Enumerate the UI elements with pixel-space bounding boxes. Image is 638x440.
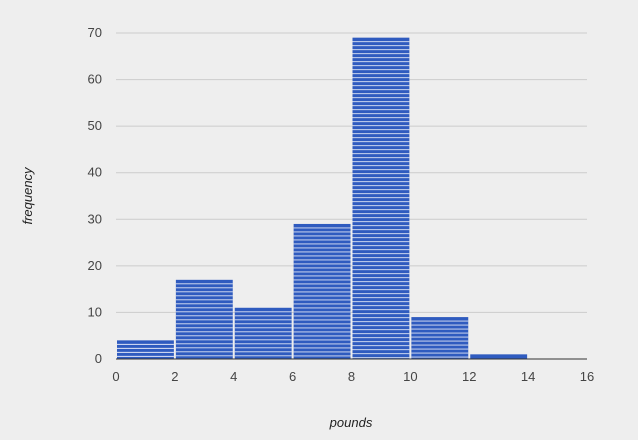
- y-tick-label: 20: [88, 258, 102, 273]
- x-tick-label: 14: [521, 369, 535, 384]
- gridlines: [116, 32, 587, 313]
- bars: [117, 37, 528, 360]
- y-axis-title: frequency: [20, 166, 35, 225]
- histogram-bar: [470, 354, 528, 359]
- x-axis-title: pounds: [329, 415, 373, 430]
- histogram-bar: [234, 307, 292, 359]
- y-tick-label: 30: [88, 211, 102, 226]
- x-tick-label: 2: [171, 369, 178, 384]
- bar-fill: [234, 307, 292, 359]
- bar-fill: [411, 317, 469, 359]
- y-tick-label: 70: [88, 25, 102, 40]
- y-tick-label: 0: [95, 351, 102, 366]
- x-tick-label: 0: [112, 369, 119, 384]
- y-tick-label: 60: [88, 72, 102, 87]
- histogram-bar: [293, 223, 351, 359]
- y-tick-label: 40: [88, 165, 102, 180]
- histogram-bar: [352, 37, 410, 360]
- x-tick-label: 16: [580, 369, 594, 384]
- x-tick-label: 12: [462, 369, 476, 384]
- y-tick-label: 10: [88, 304, 102, 319]
- x-tick-label: 4: [230, 369, 237, 384]
- bar-fill: [293, 223, 351, 359]
- x-tick-label: 6: [289, 369, 296, 384]
- x-tick-label: 8: [348, 369, 355, 384]
- bar-fill: [117, 340, 174, 359]
- x-tick-label: 10: [403, 369, 417, 384]
- histogram-bar: [117, 340, 174, 359]
- bar-fill: [470, 354, 528, 359]
- histogram-bar: [411, 317, 469, 359]
- y-tick-label: 50: [88, 118, 102, 133]
- axes: 0 10 20 30 40 50 60 70 0 2 4 6 8 10 12 14 16: [88, 25, 595, 384]
- histogram-bar: [175, 279, 233, 359]
